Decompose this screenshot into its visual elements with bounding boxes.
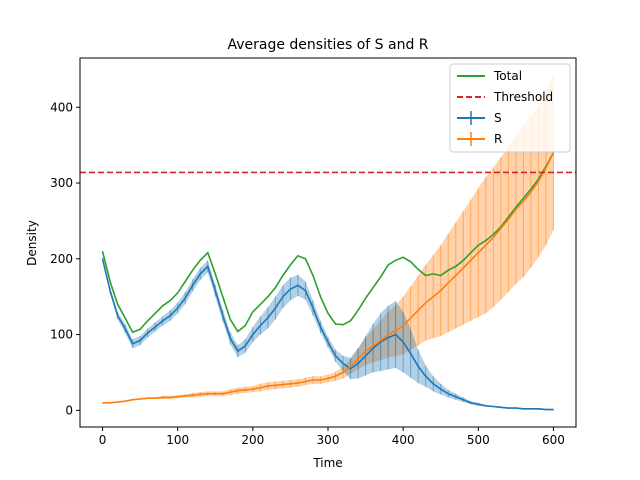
y-tick-label: 400 <box>50 100 73 114</box>
x-tick-label: 600 <box>542 433 565 447</box>
legend-total-label: Total <box>493 69 522 83</box>
y-tick-label: 100 <box>50 328 73 342</box>
x-axis: 0 100 200 300 400 500 600 <box>99 427 565 447</box>
x-tick-label: 200 <box>241 433 264 447</box>
legend-frame <box>449 63 571 153</box>
x-tick-label: 0 <box>99 433 107 447</box>
x-tick-label: 100 <box>166 433 189 447</box>
legend-threshold-label: Threshold <box>493 90 553 104</box>
y-axis-label: Density <box>25 220 39 266</box>
x-tick-label: 300 <box>317 433 340 447</box>
series-r-line <box>102 152 555 404</box>
legend: Total Threshold S R <box>449 63 571 153</box>
x-tick-label: 400 <box>392 433 415 447</box>
y-tick-label: 200 <box>50 252 73 266</box>
legend-s-label: S <box>494 111 502 125</box>
y-tick-label: 300 <box>50 176 73 190</box>
y-axis: 0 100 200 300 400 <box>50 100 80 417</box>
chart-title: Average densities of S and R <box>227 37 428 53</box>
y-tick-label: 0 <box>65 403 73 417</box>
x-axis-label: Time <box>312 456 342 470</box>
x-tick-label: 500 <box>467 433 490 447</box>
legend-r-label: R <box>494 132 502 146</box>
series-s-line <box>101 258 554 411</box>
series-total-line <box>101 152 555 334</box>
